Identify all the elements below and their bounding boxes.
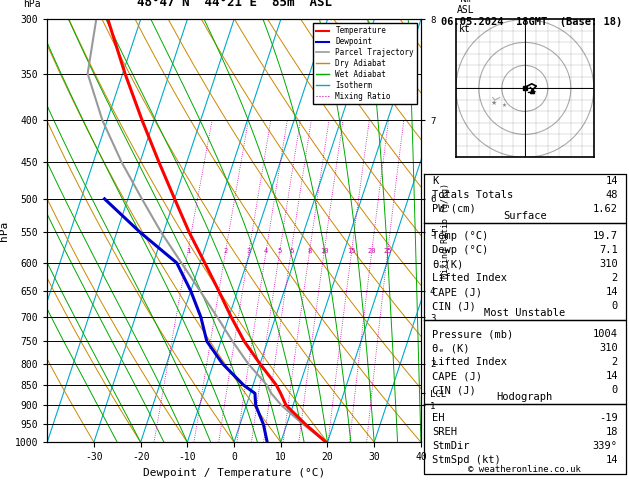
Text: 339°: 339° (593, 441, 618, 451)
Text: © weatheronline.co.uk: © weatheronline.co.uk (469, 465, 581, 474)
Text: Surface: Surface (503, 210, 547, 221)
Text: StmDir: StmDir (432, 441, 469, 451)
Text: 310: 310 (599, 260, 618, 269)
Text: 2: 2 (223, 248, 228, 254)
Text: 18: 18 (605, 427, 618, 437)
Text: 0: 0 (611, 301, 618, 312)
Text: -19: -19 (599, 413, 618, 423)
Text: Most Unstable: Most Unstable (484, 308, 565, 318)
Text: 1: 1 (186, 248, 190, 254)
Text: 4: 4 (264, 248, 269, 254)
Text: θₑ(K): θₑ(K) (432, 260, 463, 269)
Text: 8: 8 (308, 248, 312, 254)
Text: θₑ (K): θₑ (K) (432, 343, 469, 353)
Text: CIN (J): CIN (J) (432, 301, 476, 312)
Text: Lifted Index: Lifted Index (432, 274, 507, 283)
Text: ★: ★ (491, 100, 497, 105)
Text: 7.1: 7.1 (599, 245, 618, 256)
Text: ★: ★ (502, 103, 507, 108)
Text: 3: 3 (247, 248, 251, 254)
Legend: Temperature, Dewpoint, Parcel Trajectory, Dry Adiabat, Wet Adiabat, Isotherm, Mi: Temperature, Dewpoint, Parcel Trajectory… (313, 23, 417, 104)
Text: CAPE (J): CAPE (J) (432, 287, 482, 297)
Text: Dewp (°C): Dewp (°C) (432, 245, 488, 256)
Text: 2: 2 (611, 357, 618, 367)
Text: CAPE (J): CAPE (J) (432, 371, 482, 381)
Text: CIN (J): CIN (J) (432, 385, 476, 395)
Text: PW (cm): PW (cm) (432, 204, 476, 213)
Text: SREH: SREH (432, 427, 457, 437)
Text: K: K (432, 175, 438, 186)
Text: 0: 0 (611, 385, 618, 395)
Text: 06.05.2024  18GMT  (Base: 18): 06.05.2024 18GMT (Base: 18) (441, 17, 622, 27)
Text: Hodograph: Hodograph (497, 392, 553, 402)
Text: Totals Totals: Totals Totals (432, 190, 513, 200)
Text: 1004: 1004 (593, 330, 618, 339)
Text: Temp (°C): Temp (°C) (432, 231, 488, 242)
Text: Mixing Ratio (g/kg): Mixing Ratio (g/kg) (442, 183, 450, 278)
Text: 310: 310 (599, 343, 618, 353)
Text: 14: 14 (605, 455, 618, 465)
Text: km
ASL: km ASL (457, 0, 475, 15)
Text: StmSpd (kt): StmSpd (kt) (432, 455, 501, 465)
Y-axis label: hPa: hPa (0, 221, 9, 241)
Text: 15: 15 (347, 248, 356, 254)
Text: 48°47'N  44°21'E  85m  ASL: 48°47'N 44°21'E 85m ASL (136, 0, 331, 9)
Text: 10: 10 (320, 248, 328, 254)
Text: 19.7: 19.7 (593, 231, 618, 242)
Text: 14: 14 (605, 175, 618, 186)
Text: 14: 14 (605, 287, 618, 297)
Text: EH: EH (432, 413, 445, 423)
Text: 2: 2 (611, 274, 618, 283)
Text: hPa: hPa (23, 0, 40, 9)
Text: 1.62: 1.62 (593, 204, 618, 213)
Text: 6: 6 (289, 248, 293, 254)
Text: kt: kt (459, 24, 470, 34)
Text: 5: 5 (277, 248, 282, 254)
Text: 25: 25 (384, 248, 392, 254)
Text: Lifted Index: Lifted Index (432, 357, 507, 367)
X-axis label: Dewpoint / Temperature (°C): Dewpoint / Temperature (°C) (143, 468, 325, 478)
Text: 14: 14 (605, 371, 618, 381)
Text: 48: 48 (605, 190, 618, 200)
Text: Pressure (mb): Pressure (mb) (432, 330, 513, 339)
Text: 20: 20 (367, 248, 376, 254)
